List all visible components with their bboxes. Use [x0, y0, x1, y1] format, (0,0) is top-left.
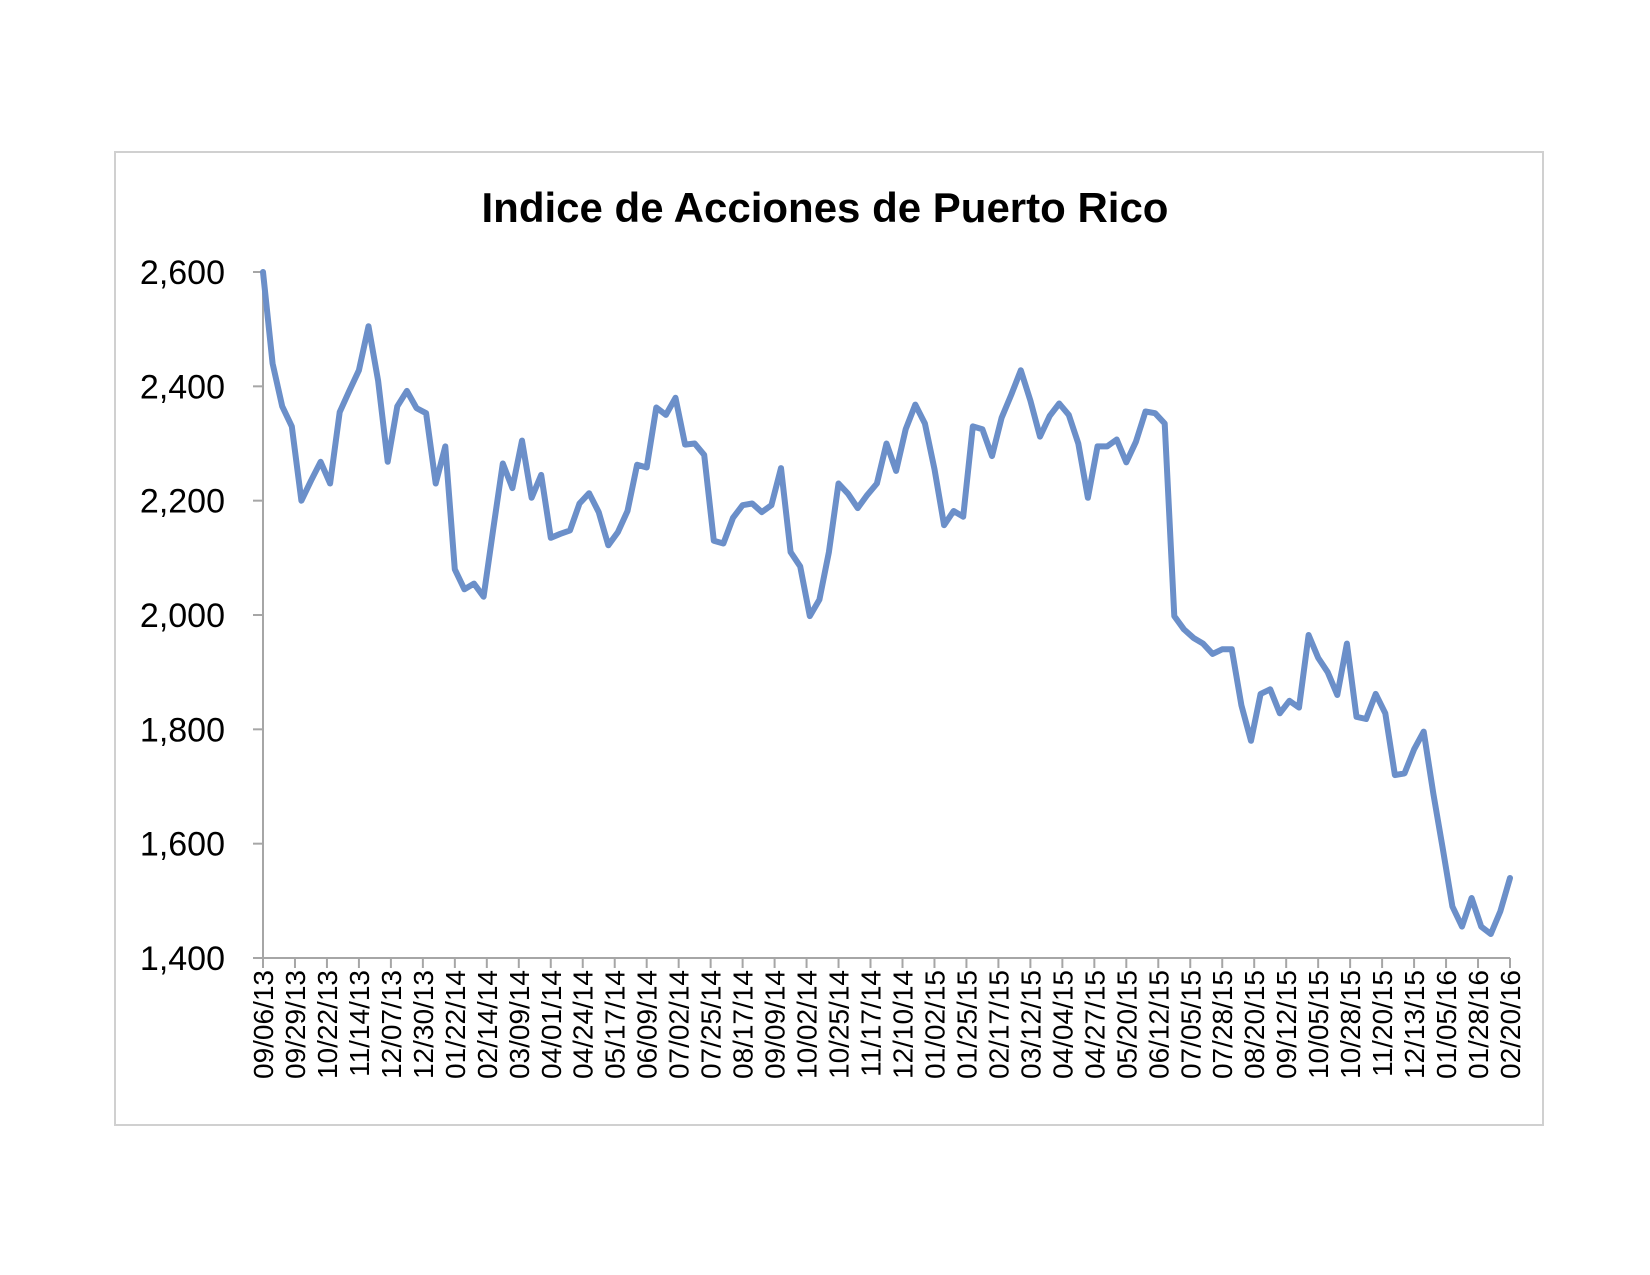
x-tick-label: 02/20/16 [1495, 970, 1526, 1079]
x-tick-label: 10/28/15 [1335, 970, 1366, 1079]
axes [262, 272, 1510, 959]
x-tick-label: 08/17/14 [728, 970, 759, 1079]
x-tick-label: 07/05/15 [1175, 970, 1206, 1079]
x-tick-label: 01/28/16 [1463, 970, 1494, 1079]
x-tick-label: 12/07/13 [376, 970, 407, 1079]
x-tick-label: 04/01/14 [536, 970, 567, 1079]
x-tick-label: 11/14/13 [344, 970, 375, 1077]
y-axis-ticks: 1,400 1,600 1,800 2,000 2,200 2,400 2,600 [140, 254, 263, 978]
x-tick-label: 09/06/13 [248, 970, 279, 1079]
x-tick-label: 09/12/15 [1271, 970, 1302, 1079]
y-tick-label: 1,800 [140, 711, 225, 749]
x-tick-label: 10/25/14 [824, 970, 855, 1079]
series-line [260, 269, 1513, 937]
x-tick-label: 07/02/14 [664, 970, 695, 1079]
x-tick-label: 10/02/14 [792, 970, 823, 1079]
x-tick-label: 03/12/15 [1015, 970, 1046, 1079]
y-tick-label: 2,600 [140, 254, 225, 292]
x-tick-label: 05/20/15 [1111, 970, 1142, 1079]
x-tick-label: 12/13/15 [1399, 970, 1430, 1079]
x-tick-label: 10/05/15 [1303, 970, 1334, 1079]
x-tick-label: 04/04/15 [1047, 970, 1078, 1079]
chart-title: Indice de Acciones de Puerto Rico [482, 184, 1169, 231]
x-tick-label: 12/30/13 [408, 970, 439, 1079]
x-tick-label: 08/20/15 [1239, 970, 1270, 1079]
x-tick-label: 11/17/14 [856, 970, 887, 1077]
x-tick-label: 06/12/15 [1143, 970, 1174, 1079]
x-tick-label: 01/02/15 [919, 970, 950, 1079]
y-tick-label: 2,400 [140, 368, 225, 406]
x-tick-label: 05/17/14 [600, 970, 631, 1079]
x-tick-label: 07/25/14 [696, 970, 727, 1079]
x-tick-label: 01/05/16 [1431, 970, 1462, 1079]
x-tick-label: 07/28/15 [1207, 970, 1238, 1079]
x-tick-label: 12/10/14 [887, 970, 918, 1079]
x-axis-ticks: 09/06/13 09/29/13 10/22/13 11/14/13 12/07/13… [248, 958, 1526, 1079]
y-tick-label: 1,400 [140, 940, 225, 978]
x-tick-label: 10/22/13 [312, 970, 343, 1079]
x-tick-label: 06/09/14 [632, 970, 663, 1079]
x-tick-label: 03/09/14 [504, 970, 535, 1079]
x-tick-label: 04/24/14 [568, 970, 599, 1079]
x-tick-label: 02/17/15 [983, 970, 1014, 1079]
y-tick-label: 2,200 [140, 483, 225, 521]
series-group [260, 269, 1513, 937]
y-tick-label: 1,600 [140, 826, 225, 864]
x-tick-label: 02/14/14 [472, 970, 503, 1079]
y-tick-label: 2,000 [140, 597, 225, 635]
x-tick-label: 11/20/15 [1367, 970, 1398, 1077]
x-tick-label: 09/09/14 [760, 970, 791, 1079]
x-tick-label: 09/29/13 [280, 970, 311, 1079]
x-tick-label: 04/27/15 [1079, 970, 1110, 1079]
x-tick-label: 01/25/15 [951, 970, 982, 1079]
x-tick-label: 01/22/14 [440, 970, 471, 1079]
